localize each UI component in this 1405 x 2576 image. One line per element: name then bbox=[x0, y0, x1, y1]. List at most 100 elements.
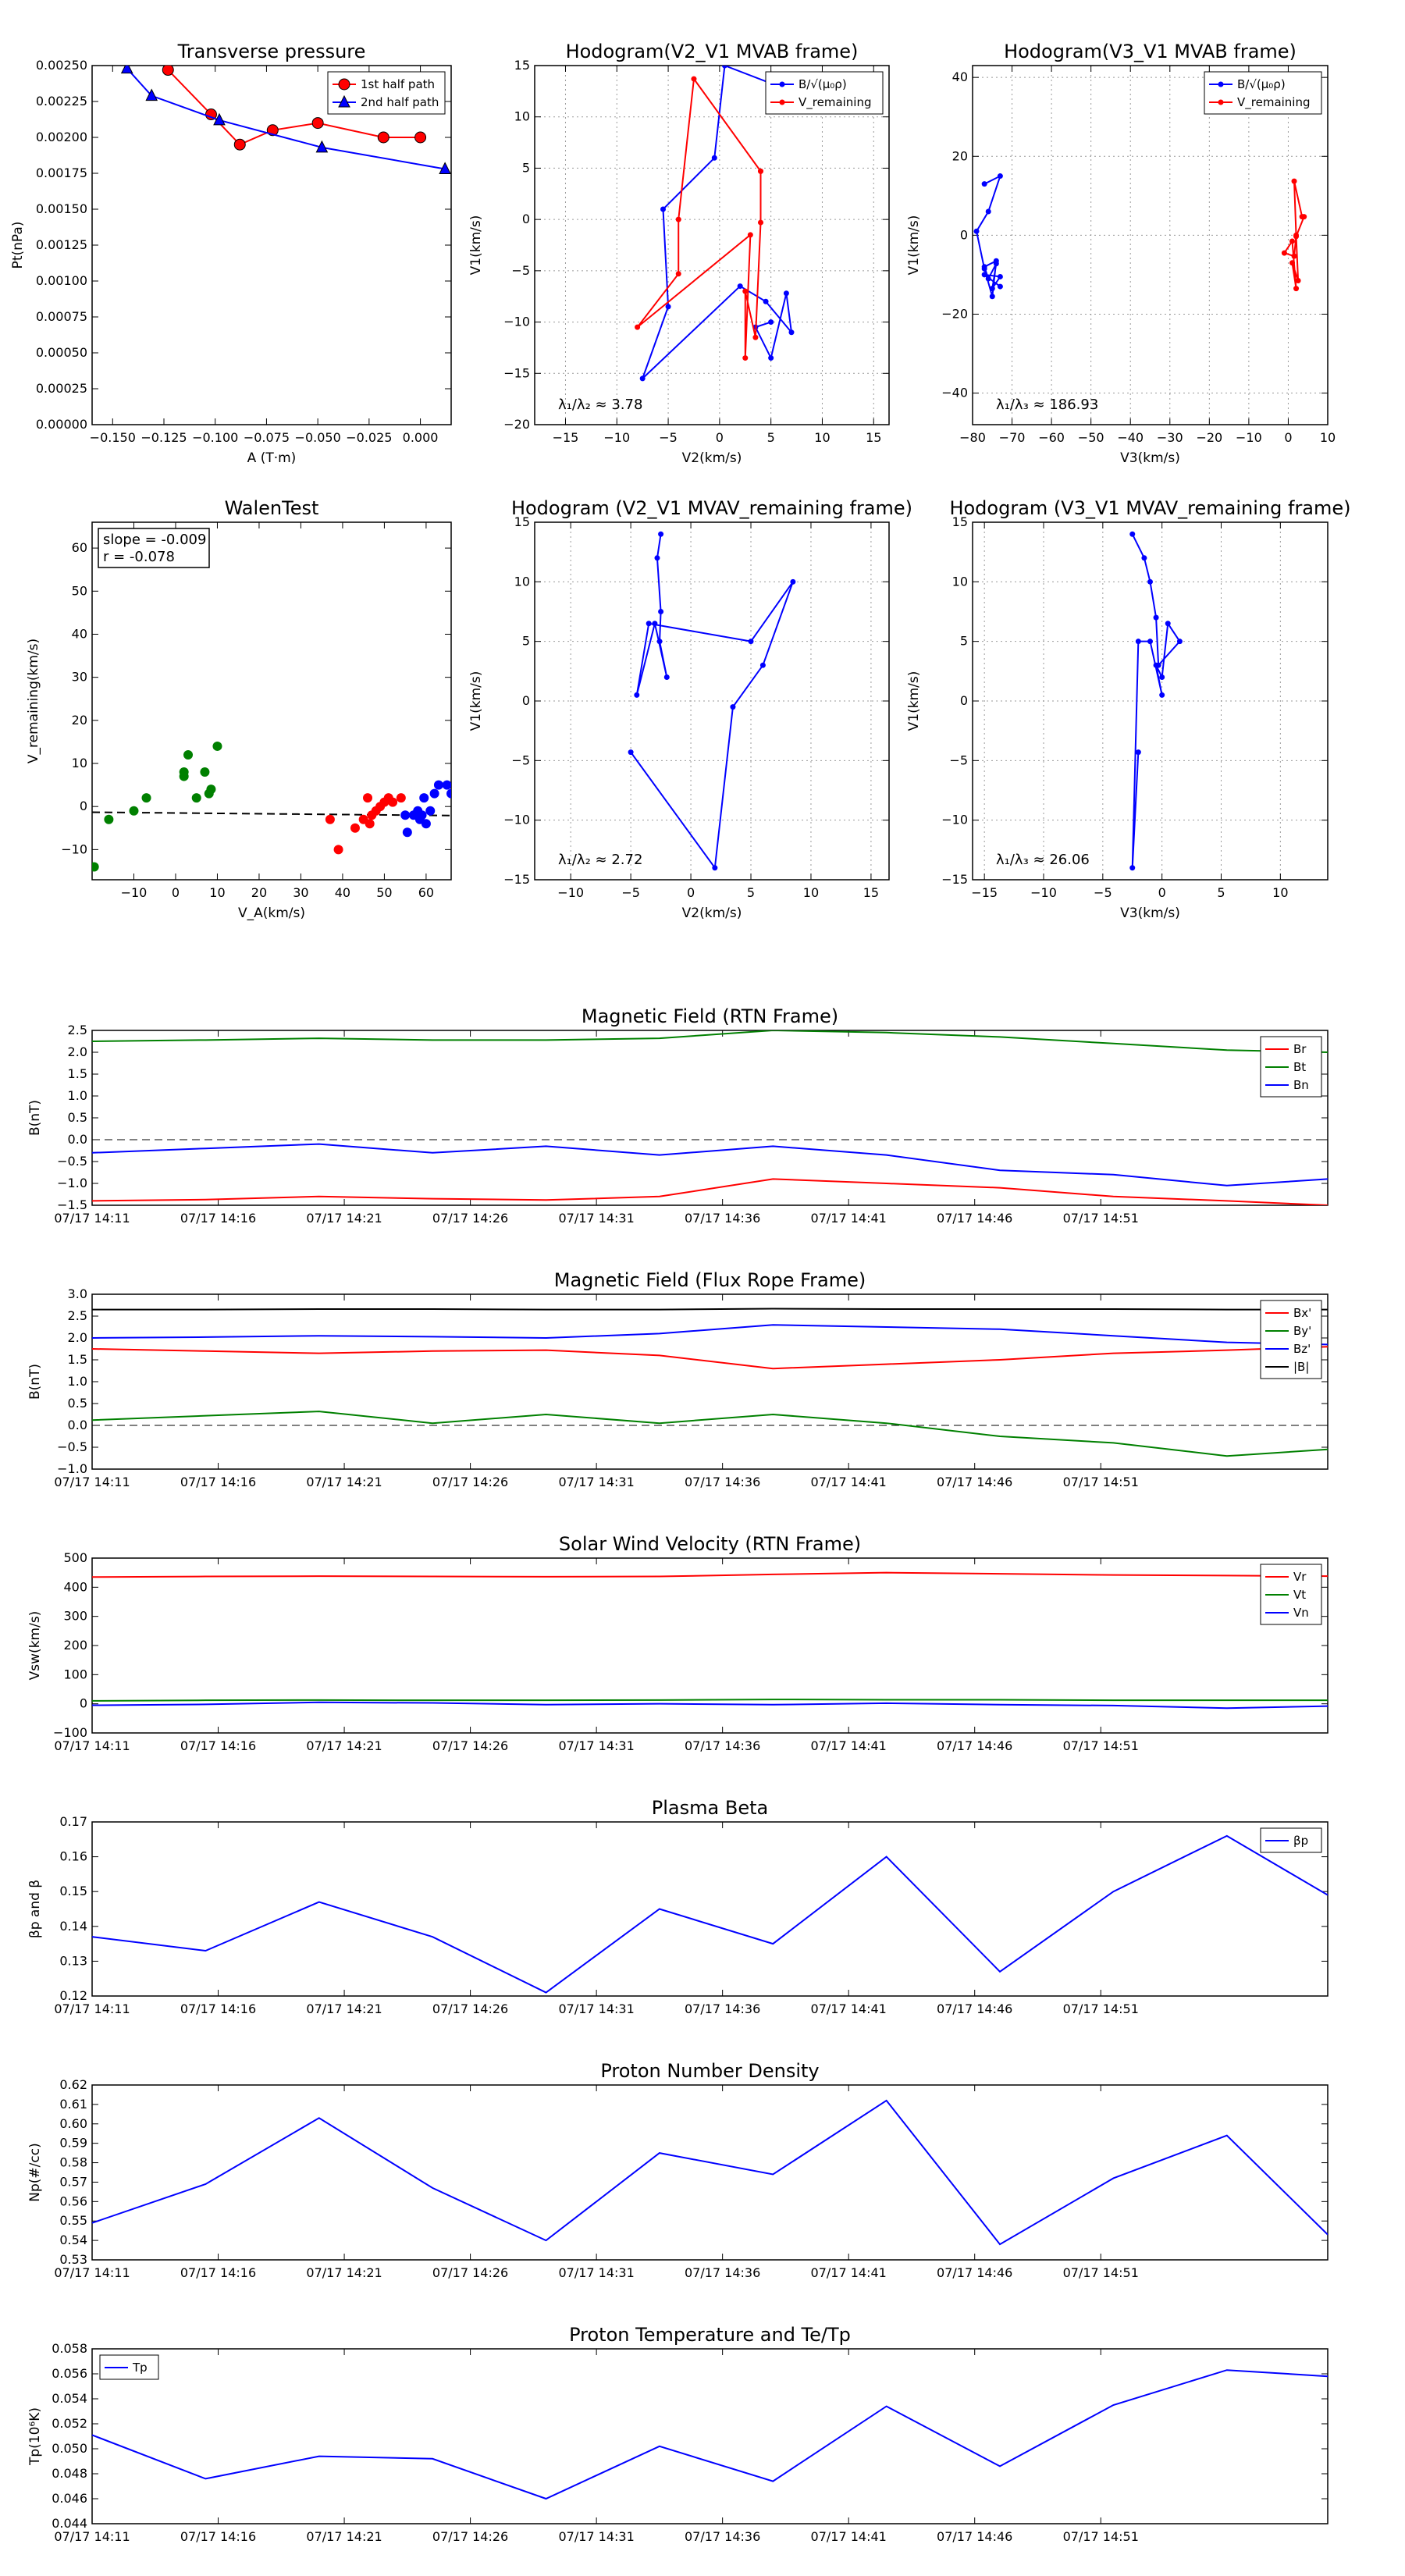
y-tick-label: 0.00150 bbox=[36, 201, 87, 216]
x-tick-label: 07/17 14:16 bbox=[180, 1211, 256, 1226]
data-point bbox=[104, 814, 114, 824]
x-tick-label: 10 bbox=[814, 430, 830, 445]
y-tick-label: 30 bbox=[72, 670, 87, 685]
y-tick-label: −10 bbox=[941, 813, 968, 827]
y-tick-label: 0.00100 bbox=[36, 273, 87, 288]
data-point bbox=[446, 788, 451, 799]
legend-label: 2nd half path bbox=[361, 95, 439, 109]
legend-label: Tp bbox=[132, 2361, 148, 2375]
y-tick-label: 0.56 bbox=[59, 2194, 87, 2208]
x-tick-label: 07/17 14:11 bbox=[54, 2001, 130, 2016]
y-tick-label: 500 bbox=[63, 1550, 87, 1565]
y-tick-label: 60 bbox=[72, 540, 87, 555]
y-tick-label: 0.17 bbox=[59, 1814, 87, 1829]
legend: B/√(μ₀ρ) V_remaining bbox=[1204, 71, 1322, 115]
x-tick-label: 07/17 14:21 bbox=[306, 1211, 382, 1226]
data-point bbox=[1159, 692, 1165, 698]
y-tick-label: 3.0 bbox=[68, 1286, 87, 1301]
x-tick-label: 07/17 14:16 bbox=[180, 1738, 256, 1753]
x-tick-label: −10 bbox=[557, 885, 584, 900]
eigenvalue-ratio: λ₁/λ₂ ≈ 2.72 bbox=[558, 852, 642, 868]
x-tick-label: 07/17 14:36 bbox=[685, 2001, 760, 2016]
legend: Bx' By' Bz' |B| bbox=[1260, 1300, 1322, 1379]
x-tick-label: 07/17 14:31 bbox=[558, 1211, 634, 1226]
x-tick-label: 07/17 14:41 bbox=[811, 2265, 887, 2280]
y-tick-label: 50 bbox=[72, 583, 87, 598]
data-point bbox=[779, 99, 785, 105]
plot-area bbox=[92, 1030, 1328, 1205]
chart-title: Hodogram (V3_V1 MVAV_remaining frame) bbox=[949, 497, 1350, 519]
y-axis-label: βp and β bbox=[27, 1880, 43, 1938]
data-point bbox=[315, 140, 329, 153]
y-tick-label: 0.00200 bbox=[36, 130, 87, 144]
series-line-Vn bbox=[92, 1701, 1328, 1710]
legend: B/√(μ₀ρ) V_remaining bbox=[765, 71, 884, 115]
y-tick-label: 2.5 bbox=[68, 1023, 87, 1037]
y-tick-label: 40 bbox=[952, 69, 968, 84]
data-point bbox=[675, 271, 681, 277]
y-axis-label: V1(km/s) bbox=[906, 671, 922, 731]
data-point bbox=[758, 219, 764, 226]
legend-label: Br bbox=[1293, 1042, 1307, 1056]
y-tick-label: −5 bbox=[511, 263, 530, 278]
x-tick-label: 07/17 14:36 bbox=[685, 1475, 760, 1489]
y-tick-label: 0.13 bbox=[59, 1953, 87, 1968]
data-point bbox=[402, 827, 412, 838]
data-point bbox=[1129, 865, 1136, 871]
data-point bbox=[333, 845, 343, 855]
x-tick-label: 07/17 14:26 bbox=[432, 1475, 508, 1489]
x-tick-label: −15 bbox=[553, 430, 579, 445]
data-point bbox=[145, 88, 158, 101]
y-tick-label: 400 bbox=[63, 1579, 87, 1594]
plot-frame bbox=[534, 65, 890, 425]
data-point bbox=[179, 767, 189, 777]
y-tick-label: 0.58 bbox=[59, 2155, 87, 2170]
legend: 1st half path 2nd half path bbox=[327, 71, 446, 115]
x-tick-label: 5 bbox=[767, 430, 775, 445]
legend-label: Bx' bbox=[1293, 1306, 1311, 1320]
data-point bbox=[350, 823, 360, 833]
y-tick-label: −0.5 bbox=[57, 1439, 87, 1454]
x-tick-label: 07/17 14:41 bbox=[811, 1738, 887, 1753]
x-tick-label: 07/17 14:46 bbox=[937, 2529, 1012, 2544]
chart-title: Magnetic Field (RTN Frame) bbox=[582, 1005, 838, 1027]
y-tick-label: −15 bbox=[503, 365, 530, 380]
x-tick-label: −50 bbox=[1078, 430, 1104, 445]
data-point bbox=[783, 290, 789, 297]
plot-frame bbox=[91, 2348, 1329, 2524]
series-line-0 bbox=[630, 534, 794, 870]
x-tick-label: 07/17 14:36 bbox=[685, 1211, 760, 1226]
plot-area bbox=[92, 2369, 1328, 2500]
y-tick-label: 15 bbox=[952, 514, 968, 529]
x-tick-label: 10 bbox=[803, 885, 819, 900]
data-point bbox=[433, 780, 443, 790]
data-point bbox=[658, 609, 664, 614]
y-tick-label: 0.00125 bbox=[36, 237, 87, 252]
x-tick-label: −30 bbox=[1157, 430, 1183, 445]
y-tick-label: −1.0 bbox=[57, 1176, 87, 1190]
data-point bbox=[206, 785, 216, 795]
plot-area bbox=[973, 173, 1307, 300]
x-tick-label: 07/17 14:21 bbox=[306, 2529, 382, 2544]
x-tick-label: 07/17 14:46 bbox=[937, 2001, 1012, 2016]
x-tick-label: 07/17 14:51 bbox=[1063, 1738, 1139, 1753]
plot-area bbox=[635, 66, 795, 382]
legend-label: βp bbox=[1293, 1834, 1308, 1848]
x-tick-label: 07/17 14:41 bbox=[811, 2001, 887, 2016]
x-axis-label: V_A(km/s) bbox=[238, 906, 305, 921]
x-tick-label: 60 bbox=[418, 885, 434, 900]
legend-label: Vt bbox=[1293, 1588, 1306, 1602]
y-tick-label: −15 bbox=[503, 872, 530, 887]
plot-frame bbox=[534, 521, 890, 881]
x-tick-label: 50 bbox=[376, 885, 392, 900]
data-point bbox=[628, 749, 634, 756]
y-tick-label: 0.12 bbox=[59, 1988, 87, 2003]
x-tick-label: −0.125 bbox=[140, 430, 187, 445]
data-point bbox=[92, 862, 99, 872]
legend-label: 1st half path bbox=[361, 77, 435, 91]
y-axis-label: Vsw(km/s) bbox=[27, 1611, 43, 1681]
x-tick-label: 07/17 14:16 bbox=[180, 2265, 256, 2280]
y-tick-label: 0.54 bbox=[59, 2233, 87, 2247]
x-tick-label: 07/17 14:46 bbox=[937, 1738, 1012, 1753]
data-point bbox=[417, 810, 427, 820]
